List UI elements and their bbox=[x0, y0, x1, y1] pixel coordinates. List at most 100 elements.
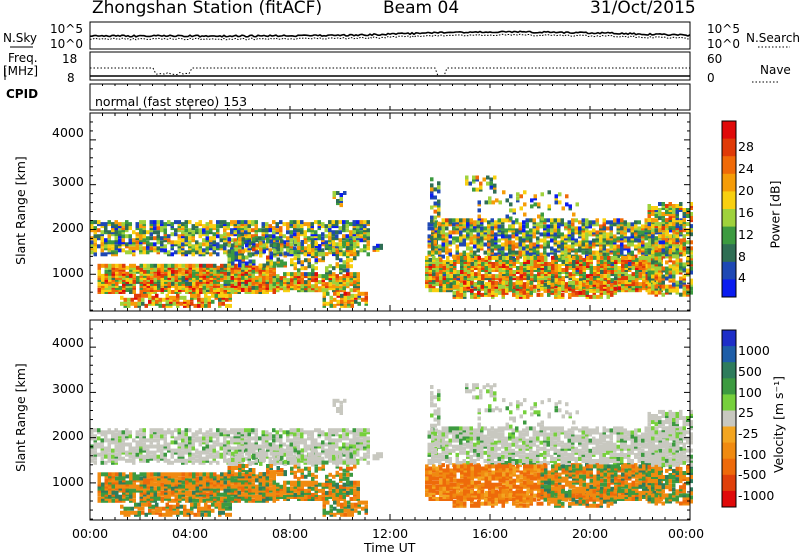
power-cell bbox=[488, 255, 492, 260]
power-cell bbox=[651, 250, 655, 255]
power-cell bbox=[269, 263, 273, 268]
power-cell bbox=[516, 192, 520, 197]
power-cell bbox=[529, 218, 533, 223]
power-cell bbox=[241, 288, 245, 292]
power-cell bbox=[665, 240, 669, 245]
velocity-cell bbox=[153, 444, 157, 449]
power-cell bbox=[220, 273, 224, 278]
power-cell bbox=[537, 202, 541, 207]
power-cell bbox=[603, 270, 607, 274]
power-cell bbox=[519, 270, 523, 274]
power-cell bbox=[575, 260, 579, 264]
power-cell bbox=[659, 284, 663, 289]
power-cell bbox=[467, 255, 471, 260]
power-cell bbox=[184, 224, 188, 229]
power-cell bbox=[603, 255, 607, 260]
power-cell bbox=[172, 301, 176, 306]
power-cb-8: 8 bbox=[738, 249, 746, 264]
power-cell bbox=[195, 222, 199, 227]
power-cell bbox=[647, 276, 651, 281]
power-cell bbox=[504, 238, 508, 243]
power-cell bbox=[441, 254, 445, 259]
power-cell bbox=[533, 202, 537, 207]
velocity-cell bbox=[230, 454, 234, 459]
velocity-cell bbox=[202, 436, 206, 441]
power-cell bbox=[568, 260, 572, 264]
velocity-cell bbox=[181, 442, 185, 447]
power-cell bbox=[634, 224, 638, 229]
power-cell bbox=[468, 181, 472, 186]
power-cell bbox=[118, 273, 122, 278]
power-cell bbox=[279, 226, 283, 231]
power-cell bbox=[547, 292, 551, 297]
power-cell bbox=[665, 260, 669, 265]
power-cell bbox=[679, 202, 683, 206]
power-cell bbox=[216, 224, 220, 229]
power-cell bbox=[188, 240, 192, 245]
velocity-cell bbox=[230, 436, 234, 441]
power-cell bbox=[554, 200, 558, 205]
velocity-cell bbox=[97, 430, 101, 435]
velocity-cell bbox=[261, 436, 265, 441]
power-cell bbox=[118, 263, 122, 268]
power-cell bbox=[272, 288, 276, 293]
power-cell bbox=[672, 234, 676, 239]
power-cell bbox=[477, 272, 481, 277]
power-cell bbox=[261, 228, 265, 233]
power-cell bbox=[128, 226, 132, 231]
velocity-cell bbox=[233, 446, 237, 451]
power-cell bbox=[93, 242, 97, 247]
power-cell bbox=[363, 224, 367, 229]
power-cell bbox=[120, 295, 124, 300]
power-cell bbox=[276, 274, 280, 279]
power-cell bbox=[616, 218, 620, 223]
power-cell bbox=[142, 220, 146, 225]
power-cell bbox=[470, 280, 474, 285]
xtick-1600: 16:00 bbox=[472, 526, 509, 541]
power-cell bbox=[118, 248, 122, 253]
power-cell bbox=[581, 242, 585, 247]
power-cell bbox=[498, 284, 502, 289]
power-cell bbox=[209, 240, 213, 245]
velocity-cell bbox=[132, 454, 136, 459]
power-cell bbox=[286, 222, 290, 227]
velocity-cell bbox=[146, 452, 150, 457]
power-cell bbox=[610, 288, 614, 293]
power-cell bbox=[195, 273, 199, 278]
power-cell bbox=[167, 220, 171, 225]
power-cell bbox=[241, 249, 245, 254]
power-cell bbox=[191, 230, 195, 235]
power-cell bbox=[177, 220, 181, 225]
power-cell bbox=[466, 224, 470, 229]
power-cell bbox=[484, 288, 488, 293]
power-cell bbox=[672, 210, 676, 214]
power-cell bbox=[637, 220, 641, 225]
power-cell bbox=[134, 303, 138, 308]
power-cell bbox=[275, 228, 279, 233]
power-cell bbox=[567, 236, 571, 241]
power-cell bbox=[364, 295, 368, 300]
vel-cb-500: 500 bbox=[738, 364, 762, 379]
power-cell bbox=[199, 267, 203, 272]
velocity-cell bbox=[100, 438, 104, 443]
power-cell bbox=[536, 292, 540, 297]
power-cell bbox=[244, 273, 248, 278]
power-cell bbox=[512, 208, 516, 213]
power-cell bbox=[446, 255, 450, 260]
power-cell bbox=[540, 286, 544, 291]
velocity-cell bbox=[195, 448, 199, 453]
power-cell bbox=[487, 292, 491, 297]
power-cell bbox=[104, 288, 108, 292]
velocity-cell bbox=[205, 430, 209, 435]
velocity-cell bbox=[247, 452, 251, 457]
power-cell bbox=[434, 250, 438, 255]
power-cell bbox=[240, 232, 244, 237]
power-cell bbox=[333, 303, 337, 308]
velocity-cell bbox=[212, 444, 216, 449]
power-cell bbox=[459, 252, 463, 257]
power-cell bbox=[325, 266, 329, 271]
power-cell bbox=[672, 282, 676, 287]
power-cell bbox=[582, 266, 586, 270]
power-cell bbox=[508, 250, 512, 255]
power-cell bbox=[248, 241, 252, 246]
